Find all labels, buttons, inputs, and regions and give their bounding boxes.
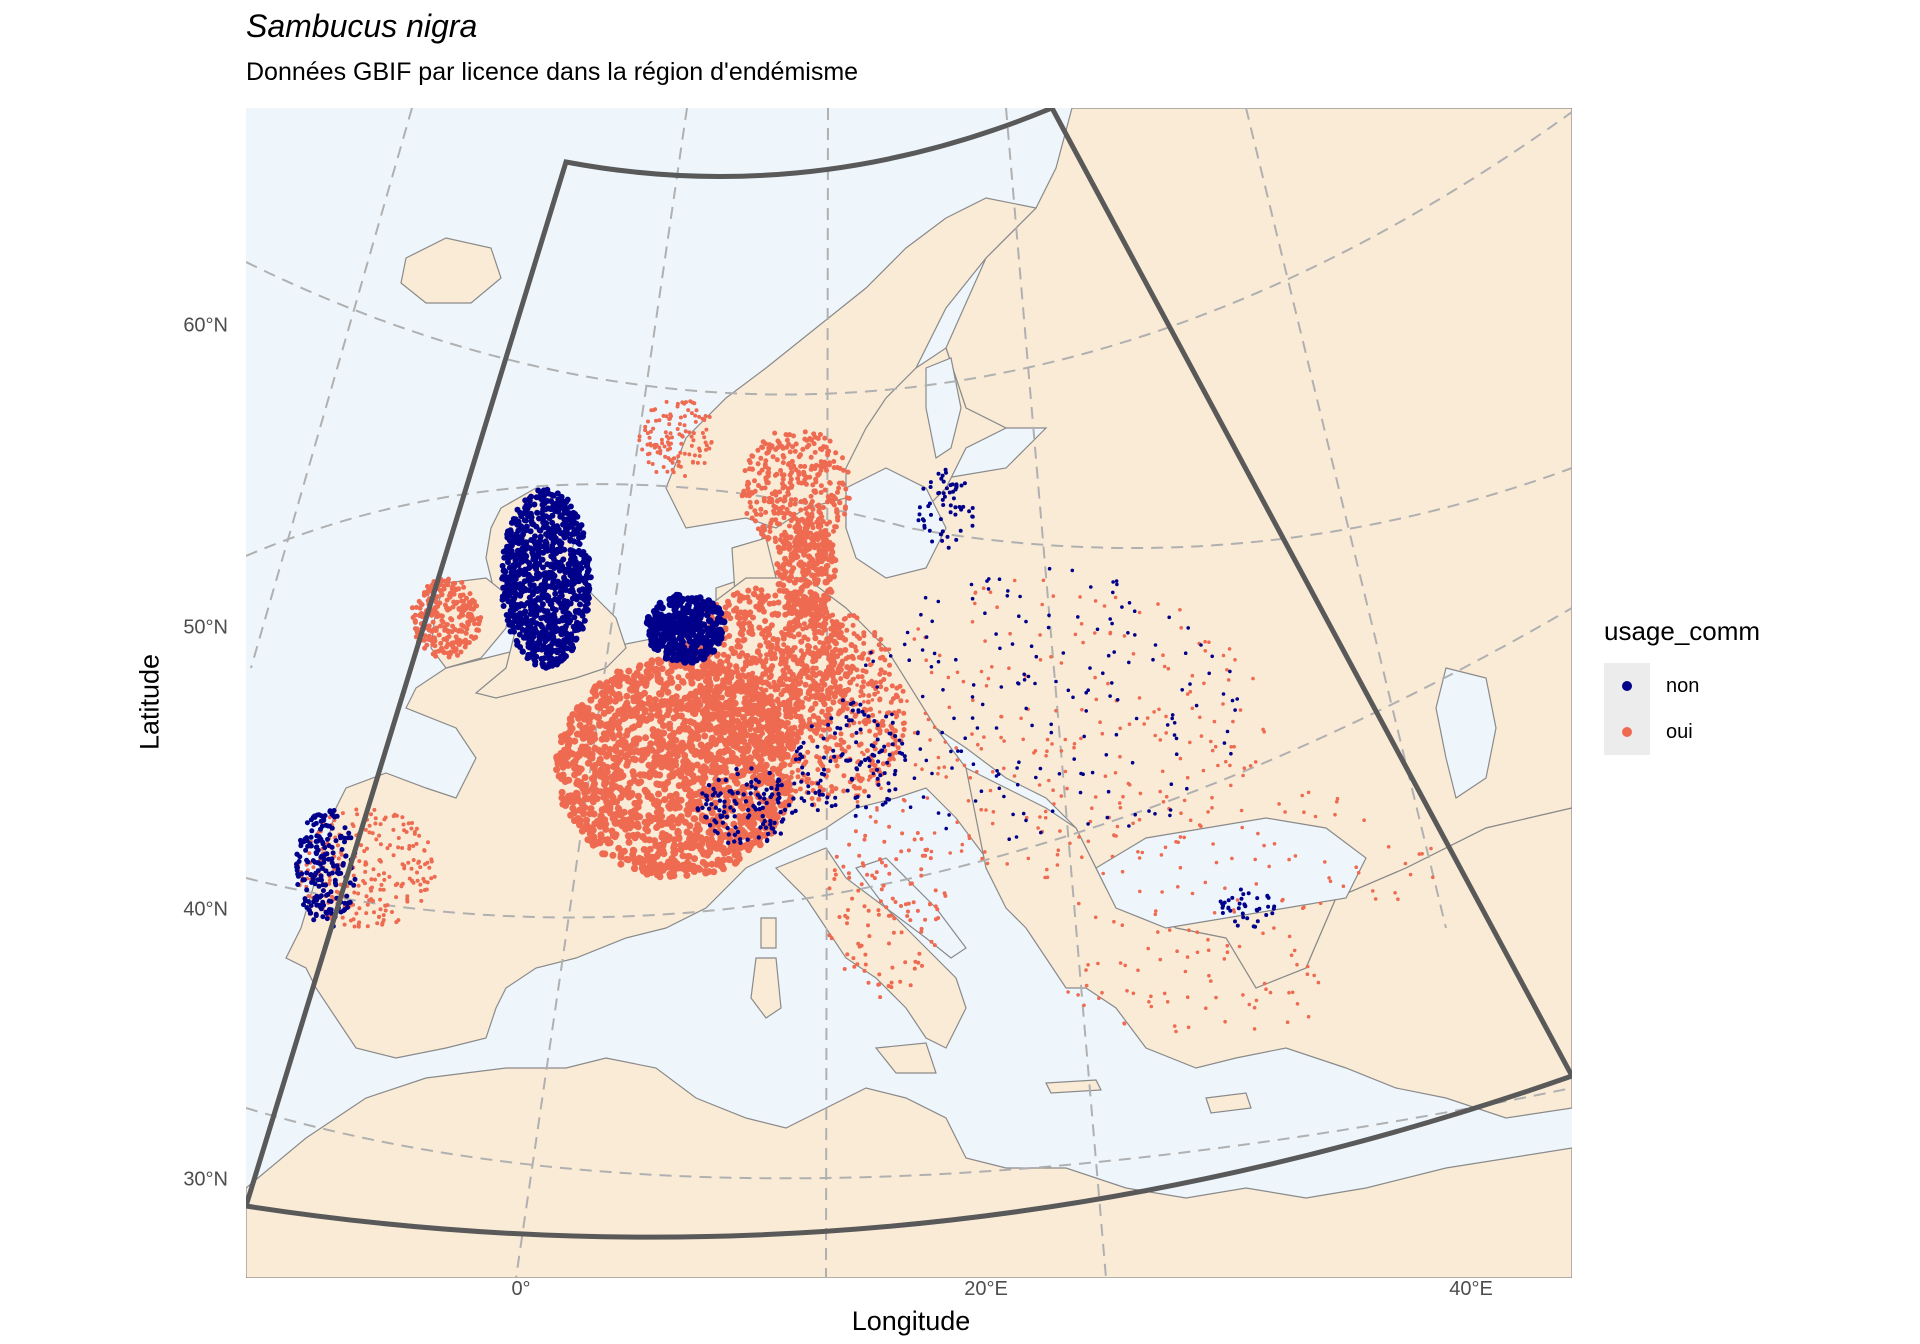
y-tick-40n: 40°N xyxy=(183,898,228,921)
legend-dot-non xyxy=(1622,681,1632,691)
land-sicily xyxy=(874,1042,937,1074)
y-tick-30n: 30°N xyxy=(183,1168,228,1191)
land-iceland xyxy=(400,237,502,304)
legend-title: usage_comm xyxy=(1604,616,1761,646)
land-cyprus xyxy=(1205,1092,1252,1114)
land-north-africa xyxy=(246,1057,1572,1278)
black-sea xyxy=(1095,817,1367,929)
inland-seas xyxy=(845,357,1497,959)
legend: usage_comm non oui xyxy=(1604,616,1760,755)
legend-label-non: non xyxy=(1666,674,1700,697)
legend-dot-oui xyxy=(1622,727,1632,737)
land-sardinia xyxy=(750,957,782,1019)
land-crete xyxy=(1045,1079,1102,1094)
land-corsica xyxy=(760,917,777,949)
y-axis-title: Latitude xyxy=(134,653,165,751)
baltic-sea xyxy=(845,467,947,579)
endemic-region-outline xyxy=(246,108,1572,1240)
legend-label-oui: oui xyxy=(1666,720,1693,743)
gulf-of-bothnia xyxy=(925,357,962,459)
map-title: Sambucus nigra xyxy=(246,8,478,44)
y-tick-60n: 60°N xyxy=(183,314,228,337)
legend-item-oui: oui xyxy=(1604,709,1760,755)
adriatic-sea xyxy=(855,857,967,959)
points-non xyxy=(294,467,1277,929)
x-tick-20e: 20°E xyxy=(964,1278,1008,1300)
legend-item-non: non xyxy=(1604,663,1760,709)
caspian-sea xyxy=(1435,667,1497,799)
x-tick-40e: 40°E xyxy=(1449,1278,1493,1300)
y-tick-50n: 50°N xyxy=(183,616,228,639)
x-tick-0: 0° xyxy=(511,1278,531,1300)
map-subtitle: Données GBIF par licence dans la région … xyxy=(246,58,859,86)
map-panel xyxy=(246,108,1572,1278)
x-axis-title: Longitude xyxy=(851,1306,971,1336)
